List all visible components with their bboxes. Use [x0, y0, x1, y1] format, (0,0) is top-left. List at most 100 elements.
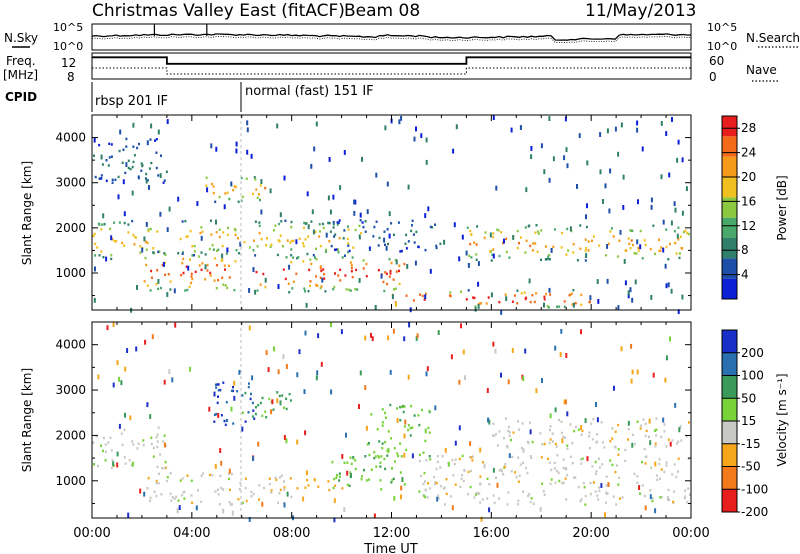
velocity-cell: [617, 448, 620, 451]
velocity-cell: [664, 377, 667, 383]
velocity-cell: [590, 492, 592, 496]
velocity-cell: [531, 440, 534, 444]
power-cell: [492, 235, 495, 239]
power-cell: [262, 272, 265, 276]
power-cell: [254, 254, 257, 257]
velocity-cell: [143, 491, 146, 497]
velocity-colorbar-tick-label: -100: [741, 482, 768, 496]
power-cell: [572, 288, 575, 292]
power-cell: [206, 187, 209, 193]
nave-label: Nave: [746, 63, 777, 77]
power-cell: [680, 246, 683, 250]
power-cell: [591, 239, 593, 243]
freq-left-tick-top: 12: [61, 56, 76, 70]
power-cell: [159, 211, 162, 217]
power-cell: [543, 298, 546, 301]
velocity-cell: [296, 487, 299, 490]
velocity-cell: [336, 474, 338, 477]
power-cell: [239, 241, 242, 247]
velocity-cell: [601, 463, 604, 466]
power-cell: [213, 279, 216, 282]
velocity-cell: [244, 486, 247, 490]
velocity-cell: [481, 461, 484, 464]
velocity-cell: [673, 463, 676, 466]
velocity-cell: [461, 473, 464, 477]
power-cell: [358, 278, 361, 283]
velocity-cell: [237, 498, 240, 501]
power-cell: [622, 205, 625, 210]
power-cell: [523, 291, 526, 294]
power-cell: [347, 244, 350, 247]
power-cell: [618, 239, 621, 242]
power-cell: [146, 179, 149, 182]
power-cell: [151, 276, 153, 279]
velocity-cell: [397, 454, 400, 458]
velocity-cell: [128, 459, 131, 462]
velocity-cell: [644, 462, 647, 465]
velocity-cell: [109, 436, 112, 439]
velocity-cell: [264, 410, 267, 413]
velocity-cell: [120, 380, 123, 386]
velocity-cell: [580, 458, 582, 461]
velocity-cell: [261, 414, 264, 418]
power-cell: [567, 249, 570, 252]
velocity-cell: [283, 435, 286, 440]
velocity-cell: [281, 394, 284, 397]
power-cell: [125, 137, 128, 141]
power-cell: [320, 285, 323, 288]
power-cell: [516, 246, 519, 250]
velocity-cell: [651, 497, 654, 500]
power-cell: [98, 254, 101, 257]
power-cell: [547, 255, 550, 258]
velocity-cell: [517, 499, 520, 502]
power-cell: [182, 251, 184, 254]
power-cell: [144, 177, 147, 180]
velocity-cell: [648, 435, 650, 439]
power-cell: [490, 250, 493, 253]
velocity-cell: [684, 489, 687, 492]
velocity-cell: [149, 414, 152, 419]
velocity-cell: [261, 396, 264, 400]
velocity-cell: [403, 452, 406, 458]
velocity-cell: [370, 468, 373, 471]
power-cell: [139, 251, 142, 254]
power-cell: [677, 139, 680, 145]
power-cell: [272, 229, 275, 232]
y-tick-label: 3000: [55, 383, 86, 397]
power-cell: [215, 231, 218, 234]
power-cell: [565, 147, 568, 153]
power-cell: [115, 240, 118, 243]
power-cell: [162, 262, 165, 267]
velocity-cell: [573, 429, 576, 433]
power-cell: [211, 244, 214, 247]
velocity-cell: [541, 482, 544, 485]
power-cell: [290, 260, 293, 264]
power-cell: [235, 185, 238, 189]
velocity-cell: [156, 465, 159, 469]
velocity-cell: [518, 428, 520, 431]
power-cell: [417, 245, 420, 249]
velocity-cell: [639, 427, 642, 430]
velocity-cell: [220, 414, 223, 417]
velocity-cell: [512, 431, 515, 434]
velocity-cell: [373, 513, 376, 519]
power-cell: [477, 261, 480, 266]
velocity-cell: [219, 388, 222, 392]
velocity-cell: [279, 488, 282, 492]
velocity-cell: [304, 486, 307, 489]
velocity-cell: [183, 490, 186, 494]
power-cell: [159, 173, 162, 179]
velocity-cell: [116, 462, 119, 468]
power-cell: [336, 223, 339, 226]
power-cell: [309, 258, 312, 261]
velocity-cell: [179, 479, 182, 482]
velocity-cell: [460, 477, 463, 480]
power-cell: [349, 261, 352, 264]
power-cell: [606, 244, 609, 249]
power-cell: [467, 263, 470, 268]
velocity-cell: [354, 459, 357, 462]
power-cell: [639, 244, 642, 250]
velocity-cell: [401, 477, 404, 482]
power-cell: [225, 252, 228, 255]
power-cell: [339, 279, 342, 282]
